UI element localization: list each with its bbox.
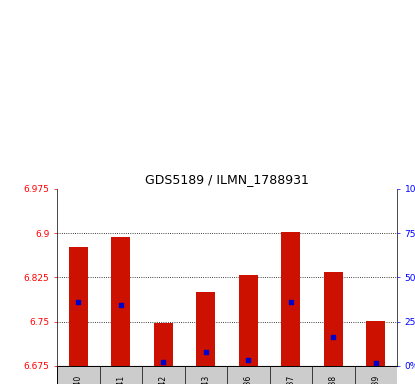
Text: GSM718743: GSM718743 (201, 374, 210, 384)
Bar (324, 271, 343, 366)
Bar (111, 237, 130, 366)
Bar (69, 247, 88, 366)
Bar (196, 292, 215, 366)
Text: GSM718740: GSM718740 (74, 374, 83, 384)
Bar (154, 323, 173, 366)
Bar (239, 275, 258, 366)
Text: GSM718738: GSM718738 (329, 374, 338, 384)
Text: GSM718741: GSM718741 (116, 374, 125, 384)
Bar (366, 321, 385, 366)
Text: GSM718739: GSM718739 (371, 374, 380, 384)
Text: GSM718736: GSM718736 (244, 374, 253, 384)
Title: GDS5189 / ILMN_1788931: GDS5189 / ILMN_1788931 (145, 174, 309, 187)
Text: GSM718737: GSM718737 (286, 374, 295, 384)
Text: GSM718742: GSM718742 (159, 374, 168, 384)
Bar (281, 232, 300, 366)
